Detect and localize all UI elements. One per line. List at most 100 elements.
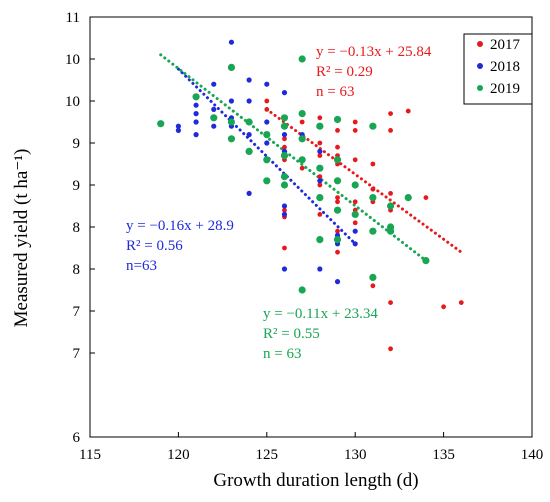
point-2018 (246, 190, 252, 196)
x-tick-label: 140 (521, 447, 544, 463)
y-tick-label: 7 (73, 304, 81, 320)
point-2017 (388, 111, 393, 116)
legend-label-2018: 2018 (490, 59, 520, 75)
point-2017 (317, 153, 323, 159)
point-2019 (157, 120, 165, 128)
point-2017 (370, 186, 376, 192)
annotation-2018-line: R² = 0.56 (126, 238, 183, 254)
point-2017 (352, 199, 358, 205)
point-2018 (246, 98, 252, 104)
trendline-2019 (159, 53, 428, 263)
point-2018 (317, 266, 323, 272)
point-2019 (280, 181, 289, 189)
point-2018 (264, 81, 270, 87)
legend-marker-2018 (477, 63, 483, 69)
x-tick-label: 135 (432, 447, 455, 463)
annotation-2017-line: y = −0.13x + 25.84 (316, 44, 432, 60)
point-2018 (211, 123, 217, 129)
annotation-2017-line: n = 63 (316, 84, 354, 100)
point-2017 (370, 283, 376, 289)
point-2017 (335, 249, 340, 255)
equation-annotations: y = −0.13x + 25.84 R² = 0.29 n = 63 y = −0.… (126, 44, 432, 362)
annotation-2017-line: R² = 0.29 (316, 64, 373, 80)
point-2018 (211, 106, 217, 112)
point-2018 (264, 140, 270, 146)
point-2019 (245, 118, 253, 126)
point-2019 (369, 227, 377, 235)
point-2018 (193, 102, 199, 108)
point-2019 (316, 164, 324, 172)
point-2017 (282, 245, 287, 251)
point-2019 (369, 122, 377, 130)
point-2019 (298, 110, 306, 118)
point-2017 (264, 98, 270, 104)
point-2019 (316, 236, 324, 244)
point-2017 (352, 119, 358, 125)
point-2017 (317, 174, 323, 180)
point-2019 (333, 206, 342, 214)
point-2017 (282, 144, 287, 150)
point-2019 (280, 114, 289, 122)
point-2019 (298, 55, 306, 63)
x-axis-ticks: 115 120 125 130 135 140 (79, 432, 543, 463)
point-2019 (227, 63, 236, 71)
point-2017 (317, 115, 323, 121)
point-2018 (175, 123, 181, 129)
point-2019 (263, 131, 271, 139)
point-2019 (298, 156, 306, 164)
annotation-2018-line: y = −0.16x + 28.9 (126, 218, 234, 234)
point-2018 (352, 241, 358, 247)
y-tick-label: 11 (66, 10, 80, 26)
point-2018 (281, 90, 288, 96)
point-2017 (441, 304, 446, 310)
point-2017 (282, 136, 287, 142)
y-tick-label: 8 (73, 262, 81, 278)
point-2017 (335, 144, 340, 150)
legend-marker-2019 (477, 85, 483, 91)
point-2017 (423, 195, 429, 201)
x-tick-label: 115 (79, 447, 101, 463)
data-points (157, 39, 464, 352)
point-2018 (193, 119, 199, 125)
point-2019 (333, 236, 342, 244)
point-2017 (388, 300, 393, 305)
point-2017 (317, 212, 323, 217)
legend-marker-2017 (477, 41, 483, 47)
point-2017 (317, 182, 323, 188)
point-2019 (280, 152, 289, 160)
point-2018 (175, 127, 181, 133)
point-2017 (317, 140, 323, 146)
point-2019 (404, 194, 412, 202)
x-tick-label: 125 (256, 447, 279, 463)
point-2019 (386, 227, 395, 235)
point-2017 (405, 108, 411, 114)
x-tick-label: 130 (344, 447, 367, 463)
point-2018 (352, 228, 358, 234)
y-tick-label: 6 (73, 430, 81, 446)
trendline-2018 (176, 67, 357, 246)
point-2019 (369, 194, 377, 202)
point-2019 (298, 135, 306, 143)
point-2019 (351, 181, 359, 189)
point-2018 (228, 39, 235, 45)
x-axis-label: Growth duration length (d) (213, 470, 418, 491)
point-2017 (352, 157, 358, 163)
y-axis-label: Measured yield (t ha⁻¹) (11, 149, 32, 328)
point-2017 (352, 220, 358, 226)
point-2018 (281, 211, 288, 217)
point-2017 (282, 207, 287, 213)
point-2018 (334, 279, 341, 285)
point-2017 (264, 107, 270, 112)
point-2017 (370, 161, 376, 167)
point-2017 (335, 228, 340, 234)
legend-label-2019: 2019 (490, 81, 520, 97)
point-2019 (263, 177, 271, 185)
x-tick-label: 120 (167, 447, 190, 463)
point-2017 (299, 165, 305, 171)
y-axis-ticks: 6 7 7 8 8 9 9 10 10 11 (65, 10, 95, 446)
point-2017 (335, 199, 340, 205)
point-2017 (335, 195, 340, 201)
y-tick-label: 8 (73, 220, 81, 236)
